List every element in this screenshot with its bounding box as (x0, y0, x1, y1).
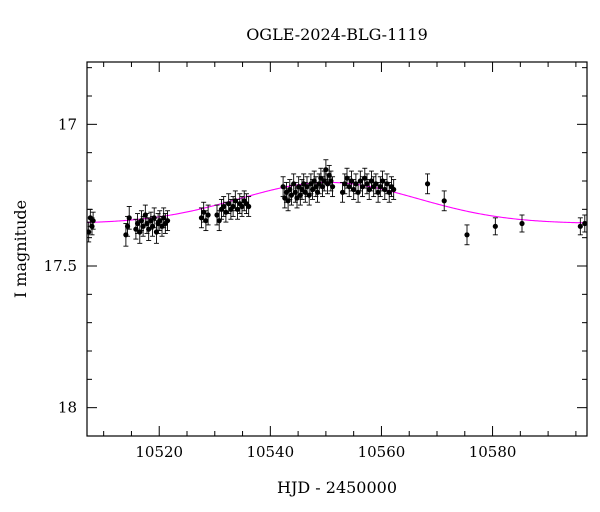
x-tick-label: 10580 (469, 443, 517, 461)
data-point (424, 173, 431, 195)
point-marker (90, 218, 96, 224)
point-marker (323, 167, 329, 173)
point-marker (368, 178, 375, 184)
data-point (151, 207, 157, 229)
point-marker (424, 181, 431, 187)
point-marker (205, 212, 211, 218)
point-marker (87, 229, 92, 235)
point-marker (391, 186, 397, 193)
data-point (391, 179, 397, 200)
data-point (126, 206, 132, 230)
point-marker (377, 184, 383, 190)
point-marker (221, 203, 227, 210)
data-point (246, 196, 252, 217)
point-marker (89, 223, 95, 229)
y-tick-label: 17 (58, 115, 77, 133)
point-marker (126, 215, 132, 221)
point-marker (342, 181, 348, 187)
point-marker (234, 206, 241, 212)
point-marker (357, 178, 363, 184)
point-marker (214, 212, 220, 218)
data-point (441, 190, 447, 212)
point-marker (441, 198, 447, 204)
data-point (346, 176, 352, 198)
point-marker (329, 184, 336, 190)
x-tick-label: 10520 (135, 443, 183, 461)
x-tick-label: 10540 (246, 443, 294, 461)
data-point (164, 210, 171, 232)
y-tick-label: 18 (58, 399, 77, 417)
point-marker (157, 218, 163, 224)
x-tick-label: 10560 (358, 443, 406, 461)
y-axis-label: I magnitude (11, 200, 30, 298)
point-marker (230, 203, 236, 210)
model-curve (87, 181, 587, 224)
data-point (90, 211, 96, 230)
point-marker (582, 220, 587, 227)
point-marker (203, 218, 209, 224)
point-marker (492, 223, 498, 229)
data-point (205, 204, 211, 226)
data-points (87, 159, 587, 247)
point-marker (382, 186, 388, 193)
point-marker (151, 215, 157, 221)
point-marker (364, 181, 370, 187)
data-point (577, 217, 583, 236)
x-axis-label: HJD - 2450000 (277, 478, 397, 497)
axis-tick-labels: 10520 10540 10560 10580 17 17.5 18 (44, 115, 517, 461)
data-point (87, 221, 92, 243)
point-marker (134, 220, 141, 227)
point-marker (239, 203, 245, 210)
point-marker (362, 175, 368, 181)
data-point (329, 176, 336, 198)
point-marker (386, 189, 392, 195)
point-marker (375, 189, 381, 195)
data-point (492, 217, 498, 236)
plot-frame (86, 61, 588, 437)
point-marker (351, 186, 357, 193)
data-point (223, 201, 229, 223)
point-marker (246, 203, 252, 210)
point-marker (577, 223, 583, 229)
point-marker (164, 218, 171, 224)
point-marker (464, 232, 470, 238)
axis-ticks (87, 62, 587, 437)
y-tick-label: 17.5 (44, 257, 77, 275)
chart-title: OGLE-2024-BLG-1119 (246, 25, 428, 44)
data-point (519, 214, 525, 233)
point-marker (346, 184, 352, 190)
point-marker (198, 215, 205, 221)
data-point (464, 224, 470, 246)
data-point (375, 181, 381, 203)
point-marker (519, 220, 525, 227)
point-marker (226, 201, 232, 207)
data-point (198, 207, 205, 229)
